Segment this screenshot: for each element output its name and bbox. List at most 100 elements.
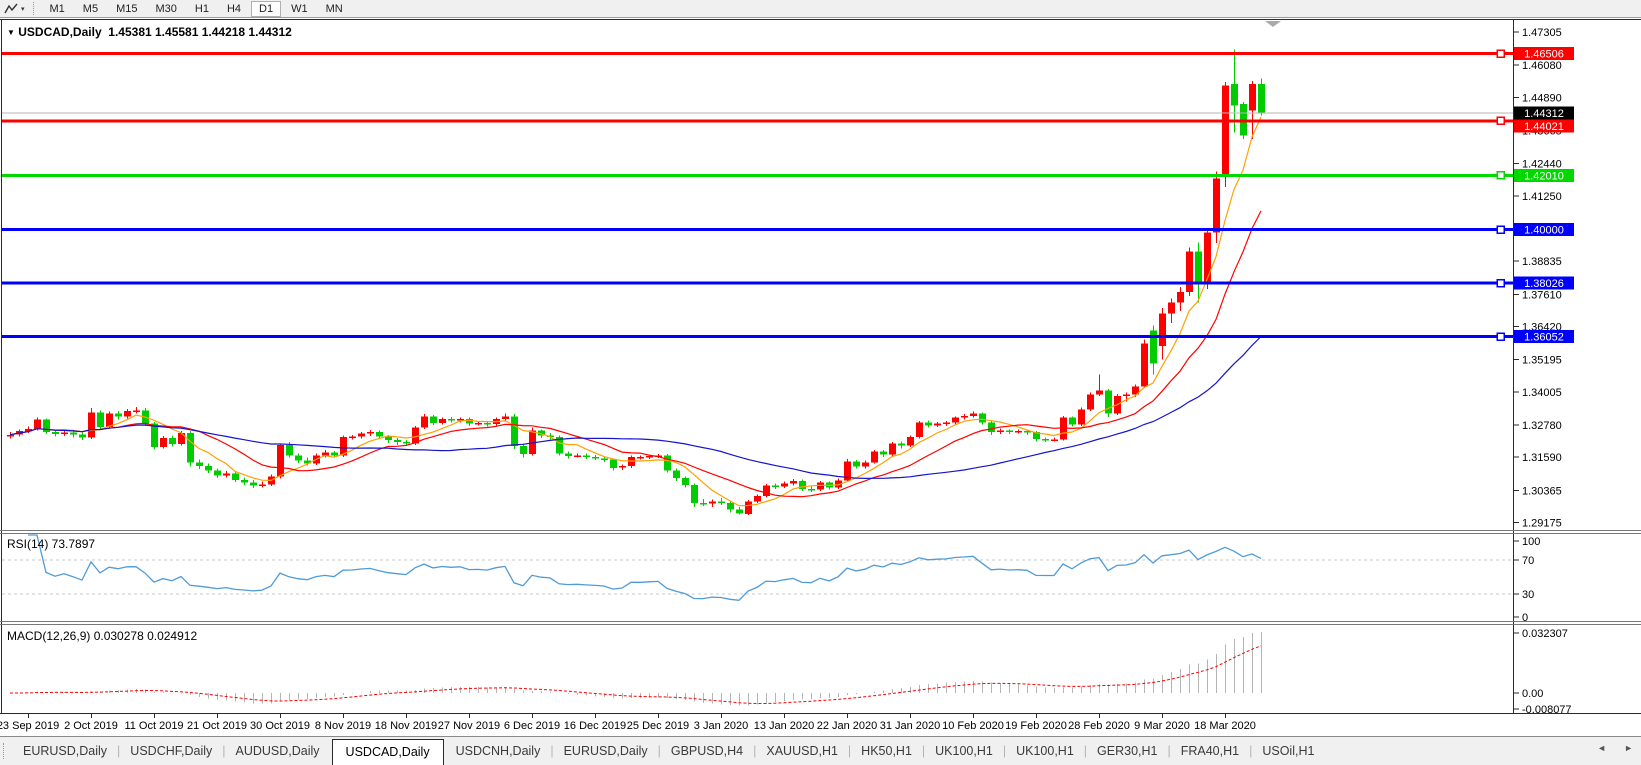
- date-axis: 23 Sep 2019 2 Oct 2019 11 Oct 2019 21 Oct 2…: [0, 714, 1256, 732]
- ma-6-line: [9, 116, 1262, 507]
- svg-text:1.40000: 1.40000: [1524, 225, 1564, 237]
- svg-text:3 Jan 2020: 3 Jan 2020: [694, 720, 748, 732]
- svg-text:1.36052: 1.36052: [1524, 332, 1564, 344]
- svg-text:1.44890: 1.44890: [1522, 92, 1562, 104]
- chart-shift-marker-icon[interactable]: [1265, 21, 1281, 27]
- svg-text:28 Feb 2020: 28 Feb 2020: [1068, 720, 1130, 732]
- symbol-tab-usdcad-daily[interactable]: USDCAD,Daily: [331, 738, 444, 765]
- toolbar-grip[interactable]: [32, 2, 34, 15]
- svg-text:0: 0: [1522, 612, 1528, 624]
- svg-text:18 Mar 2020: 18 Mar 2020: [1194, 720, 1256, 732]
- svg-text:8 Nov 2019: 8 Nov 2019: [315, 720, 371, 732]
- svg-text:22 Jan 2020: 22 Jan 2020: [817, 720, 878, 732]
- symbol-tab-gbpusd-h4[interactable]: GBPUSD,H4: [670, 744, 744, 758]
- symbol-tabbar: EURUSD,Daily | USDCHF,Daily | AUDUSD,Daily US…: [0, 736, 1641, 765]
- symbol-tab-usdchf-daily[interactable]: USDCHF,Daily: [130, 744, 213, 758]
- timeframe-button-h4[interactable]: H4: [219, 1, 249, 17]
- svg-text:1.38026: 1.38026: [1524, 278, 1564, 290]
- timeframe-button-m5[interactable]: M5: [75, 1, 106, 17]
- tab-separator: |: [1167, 744, 1171, 758]
- svg-text:100: 100: [1522, 536, 1540, 548]
- tab-scroll-arrows: ◄ ►: [1597, 743, 1633, 753]
- timeframe-toolbar: ▾ M1 M5 M15 M30 H1 H4 D1 W1 MN: [0, 0, 1641, 17]
- svg-text:1.35195: 1.35195: [1522, 355, 1562, 367]
- macd-indicator-label: MACD(12,26,9) 0.030278 0.024912: [7, 629, 198, 643]
- svg-text:1.42440: 1.42440: [1522, 159, 1562, 171]
- tab-separator: |: [222, 744, 226, 758]
- tab-separator: |: [1002, 744, 1007, 758]
- collapse-caret-icon[interactable]: ▼: [7, 28, 15, 37]
- tab-separator: |: [117, 744, 121, 758]
- price-badge: 1.38026: [1514, 276, 1574, 290]
- price-badge: 1.44021: [1514, 119, 1574, 133]
- chart-title: ▼ USDCAD,Daily 1.45381 1.45581 1.44218 1…: [7, 25, 292, 39]
- tab-scroll-right-icon[interactable]: ►: [1624, 743, 1633, 753]
- svg-text:70: 70: [1522, 555, 1534, 567]
- price-badge: 1.42010: [1514, 168, 1574, 182]
- toolbar-groove: [0, 17, 1641, 20]
- symbol-tab-hk50-h1[interactable]: HK50,H1: [861, 744, 912, 758]
- svg-text:23 Sep 2019: 23 Sep 2019: [0, 720, 59, 732]
- svg-text:1.34005: 1.34005: [1522, 387, 1562, 399]
- svg-text:1.41250: 1.41250: [1522, 191, 1562, 203]
- svg-text:6 Dec 2019: 6 Dec 2019: [504, 720, 560, 732]
- symbol-tab-eurusd-daily[interactable]: EURUSD,Daily: [563, 744, 648, 758]
- svg-text:27 Nov 2019: 27 Nov 2019: [438, 720, 500, 732]
- macd-signal-line: [10, 645, 1262, 704]
- svg-text:1.30365: 1.30365: [1522, 485, 1562, 497]
- svg-text:9 Mar 2020: 9 Mar 2020: [1134, 720, 1190, 732]
- timeframe-button-w1[interactable]: W1: [283, 1, 316, 17]
- symbol-tab-ger30-h1[interactable]: GER30,H1: [1097, 744, 1158, 758]
- timeframe-button-m15[interactable]: M15: [108, 1, 145, 17]
- svg-text:30: 30: [1522, 589, 1534, 601]
- symbol-tab-usoil-h1[interactable]: USOil,H1: [1262, 744, 1315, 758]
- symbol-tab-uk100-h1[interactable]: UK100,H1: [1016, 744, 1074, 758]
- svg-text:31 Jan 2020: 31 Jan 2020: [880, 720, 941, 732]
- ma-34-line: [9, 336, 1262, 480]
- svg-text:1.46080: 1.46080: [1522, 60, 1562, 72]
- svg-text:0.032307: 0.032307: [1522, 628, 1568, 640]
- svg-text:13 Jan 2020: 13 Jan 2020: [754, 720, 815, 732]
- toolbar-dropdown-caret-icon[interactable]: ▾: [21, 5, 25, 13]
- tabbar-grip[interactable]: [3, 743, 4, 759]
- svg-text:0.00: 0.00: [1522, 688, 1543, 700]
- svg-text:1.37610: 1.37610: [1522, 289, 1562, 301]
- tab-separator: |: [921, 744, 926, 758]
- symbol-tab-eurusd-daily[interactable]: EURUSD,Daily: [23, 744, 108, 758]
- timeframe-buttons: M1 M5 M15 M30 H1 H4 D1 W1 MN: [41, 0, 352, 17]
- svg-text:18 Nov 2019: 18 Nov 2019: [375, 720, 437, 732]
- timeframe-button-mn[interactable]: MN: [318, 1, 351, 17]
- zigzag-indicator-icon[interactable]: [4, 3, 19, 15]
- tab-scroll-left-icon[interactable]: ◄: [1597, 743, 1607, 753]
- svg-text:2 Oct 2019: 2 Oct 2019: [64, 720, 118, 732]
- timeframe-button-m30[interactable]: M30: [147, 1, 184, 17]
- tab-separator: |: [847, 744, 852, 758]
- macd-histogram: [19, 632, 1262, 706]
- tab-separator: |: [753, 744, 757, 758]
- svg-text:1.31590: 1.31590: [1522, 452, 1562, 464]
- price-badge: 1.44312: [1514, 106, 1574, 120]
- svg-text:25 Dec 2019: 25 Dec 2019: [627, 720, 689, 732]
- symbol-tab-usdcnh-daily[interactable]: USDCNH,Daily: [455, 744, 541, 758]
- svg-text:11 Oct 2019: 11 Oct 2019: [124, 720, 183, 732]
- tab-separator: |: [1083, 744, 1088, 758]
- symbol-tab-xauusd-h1[interactable]: XAUUSD,H1: [766, 744, 838, 758]
- symbol-tab-fra40-h1[interactable]: FRA40,H1: [1180, 744, 1240, 758]
- timeframe-button-h1[interactable]: H1: [187, 1, 217, 17]
- price-badge: 1.36052: [1514, 330, 1574, 344]
- ma-13-line: [9, 210, 1262, 498]
- timeframe-button-d1[interactable]: D1: [251, 0, 282, 17]
- svg-text:21 Oct 2019: 21 Oct 2019: [187, 720, 247, 732]
- svg-text:1.32780: 1.32780: [1522, 420, 1562, 432]
- svg-text:1.29175: 1.29175: [1522, 518, 1562, 530]
- symbol-tab-audusd-daily[interactable]: AUDUSD,Daily: [235, 744, 320, 758]
- horizontal-lines[interactable]: [2, 49, 1513, 341]
- symbol-tab-uk100-h1[interactable]: UK100,H1: [935, 744, 993, 758]
- timeframe-button-m1[interactable]: M1: [42, 1, 73, 17]
- svg-text:30 Oct 2019: 30 Oct 2019: [250, 720, 310, 732]
- svg-text:1.47305: 1.47305: [1522, 27, 1562, 39]
- chart-title-symbol: USDCAD,Daily: [18, 25, 102, 39]
- tab-separator: |: [1249, 744, 1253, 758]
